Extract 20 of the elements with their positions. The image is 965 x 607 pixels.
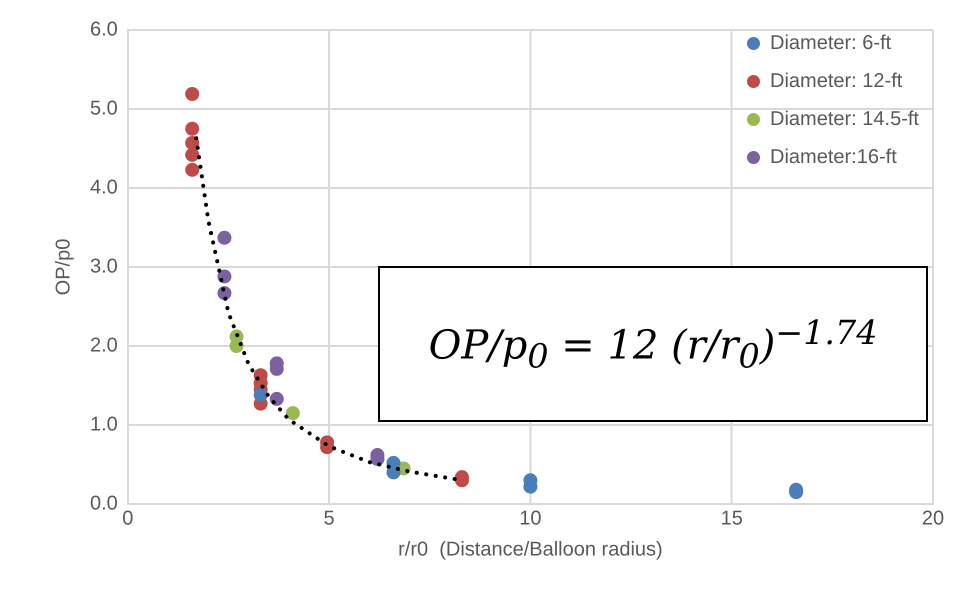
equation-box: OP/p$_{0}$ = 12 (r/r$_{0}$)$^{−1.74}$ [378, 266, 928, 422]
legend-label: Diameter: 6-ft [770, 32, 892, 54]
y-tick-label: 0.0 [90, 492, 118, 515]
legend-label: Diameter: 12-ft [770, 70, 902, 92]
legend-label: Diameter:16-ft [770, 146, 897, 168]
x-tick-label: 15 [720, 508, 743, 530]
annotation: OP/p$_{0}$ = 12 (r/r$_{0}$)$^{−1.74}$ [428, 312, 878, 376]
y-tick-label: 3.0 [90, 256, 118, 278]
y-tick-label: 1.0 [90, 414, 118, 436]
x-tick-label: 5 [324, 508, 335, 530]
y-tick-label: 4.0 [90, 176, 118, 199]
y-tick-label: 2.0 [90, 334, 118, 357]
x-axis-title: r/r0 (Distance/Balloon radius) [398, 538, 663, 561]
x-tick-label: 0 [122, 508, 134, 530]
y-tick-label: 6.0 [90, 18, 118, 41]
x-tick-label: 20 [922, 508, 944, 530]
x-tick-label: 10 [519, 508, 542, 530]
y-tick-label: 5.0 [90, 98, 118, 120]
y-axis-title: OP/p0 [52, 238, 75, 296]
legend-label: Diameter: 14.5-ft [770, 108, 919, 130]
